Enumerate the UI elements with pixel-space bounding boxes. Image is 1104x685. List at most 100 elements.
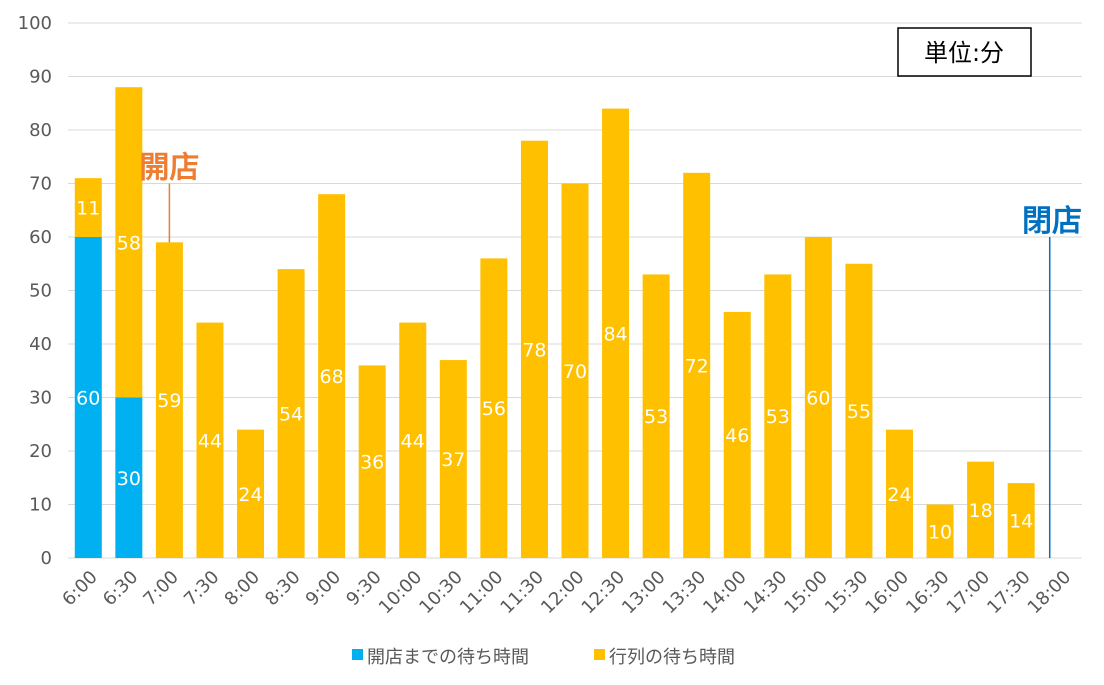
bar-series-2 [520, 140, 548, 558]
bar-series-2 [318, 194, 346, 558]
data-label: 72 [685, 355, 709, 377]
bar-series-2 [439, 360, 467, 558]
bar-series-2 [196, 322, 224, 558]
data-label: 53 [644, 406, 668, 428]
data-label: 24 [887, 484, 911, 506]
data-label: 59 [157, 390, 181, 412]
bar-series-2 [480, 258, 508, 558]
bar-series-2 [926, 504, 954, 558]
data-label: 14 [1009, 511, 1033, 533]
data-label: 56 [482, 398, 506, 420]
x-tick-label: 9:00 [302, 567, 345, 610]
data-label: 37 [441, 449, 465, 471]
bar-series-2 [358, 365, 386, 558]
x-tick-label: 13:00 [618, 567, 670, 619]
legend-swatch-series-1 [352, 649, 363, 660]
legend-label-series-2: 行列の待ち時間 [609, 647, 735, 668]
x-tick-label: 14:00 [699, 567, 751, 619]
x-tick-label: 6:00 [58, 567, 101, 610]
x-tick-label: 10:30 [415, 567, 467, 619]
x-tick-label: 13:30 [659, 567, 711, 619]
data-label: 44 [401, 430, 425, 452]
bar-series-2 [237, 429, 265, 558]
x-tick-label: 10:00 [375, 567, 427, 619]
x-tick-label: 16:00 [861, 567, 913, 619]
bar-series-2 [723, 311, 751, 558]
x-tick-label: 11:30 [496, 567, 548, 619]
annotation-label: 閉店 [1022, 204, 1082, 239]
data-label: 60 [806, 388, 830, 410]
y-tick-label: 30 [29, 388, 52, 409]
bar-series-2 [845, 263, 873, 558]
bar-series-2 [683, 172, 711, 559]
x-tick-label: 18:00 [1024, 567, 1076, 619]
bar-series-2 [642, 274, 670, 558]
data-label: 18 [969, 500, 993, 522]
y-tick-label: 90 [29, 67, 52, 88]
y-tick-label: 40 [29, 334, 52, 355]
x-tick-label: 16:30 [902, 567, 954, 619]
data-label: 68 [320, 366, 344, 388]
data-label: 11 [76, 198, 100, 220]
y-tick-label: 100 [18, 13, 52, 34]
data-label: 10 [928, 521, 952, 543]
x-tick-label: 7:00 [140, 567, 183, 610]
x-tick-label: 11:00 [456, 567, 508, 619]
data-label: 84 [603, 323, 627, 345]
x-tick-label: 12:30 [578, 567, 630, 619]
bars [74, 87, 1035, 559]
y-tick-label: 10 [29, 495, 52, 516]
x-tick-label: 6:30 [99, 567, 142, 610]
x-tick-label: 14:30 [740, 567, 792, 619]
bar-series-2 [115, 87, 143, 398]
x-tick-label: 8:00 [221, 567, 264, 610]
bar-series-2 [399, 322, 427, 558]
bar-series-1 [115, 397, 143, 558]
bar-series-2 [155, 242, 183, 558]
y-tick-label: 20 [29, 441, 52, 462]
bar-series-2 [967, 461, 995, 558]
bar-series-2 [277, 269, 305, 558]
x-axis: 6:006:307:007:308:008:309:009:3010:0010:… [58, 567, 1075, 619]
data-label: 78 [522, 339, 546, 361]
data-label: 24 [238, 484, 262, 506]
x-tick-label: 12:00 [537, 567, 589, 619]
x-tick-label: 17:00 [943, 567, 995, 619]
unit-box-border [897, 27, 1032, 77]
x-tick-label: 7:30 [180, 567, 223, 610]
unit-box: 単位:分 [897, 27, 1032, 77]
data-label: 58 [117, 232, 141, 254]
annotation-label: 開店 [139, 151, 199, 186]
data-label: 36 [360, 452, 384, 474]
bar-series-2 [561, 183, 589, 558]
data-labels: 60 11 30 58 59 44 24 54 68 36 44 37 56 78 70 84 53 72 46 53… [76, 198, 1033, 544]
data-label: 53 [766, 406, 790, 428]
x-tick-label: 8:30 [261, 567, 304, 610]
bar-series-2 [602, 108, 630, 558]
y-tick-label: 80 [29, 120, 52, 141]
bar-series-2 [885, 429, 913, 558]
y-axis: 0 10 20 30 40 50 60 70 80 90 100 [18, 13, 52, 569]
unit-label: 単位:分 [924, 39, 1004, 67]
bar-series-2 [764, 274, 792, 558]
x-tick-label: 15:30 [821, 567, 873, 619]
data-label: 46 [725, 425, 749, 447]
data-label: 30 [117, 468, 141, 490]
legend: 開店までの待ち時間 行列の待ち時間 [352, 647, 735, 668]
y-tick-label: 60 [29, 227, 52, 248]
bar-series-1 [74, 237, 102, 558]
data-label: 44 [198, 430, 222, 452]
data-label: 54 [279, 404, 303, 426]
y-tick-label: 50 [29, 281, 52, 302]
bar-series-2 [1007, 483, 1035, 558]
data-label: 60 [76, 388, 100, 410]
legend-swatch-series-2 [594, 649, 605, 660]
bar-series-2 [74, 178, 102, 237]
y-tick-label: 0 [41, 548, 52, 569]
data-label: 55 [847, 401, 871, 423]
data-label: 70 [563, 361, 587, 383]
y-tick-label: 70 [29, 174, 52, 195]
legend-label-series-1: 開店までの待ち時間 [367, 647, 529, 668]
